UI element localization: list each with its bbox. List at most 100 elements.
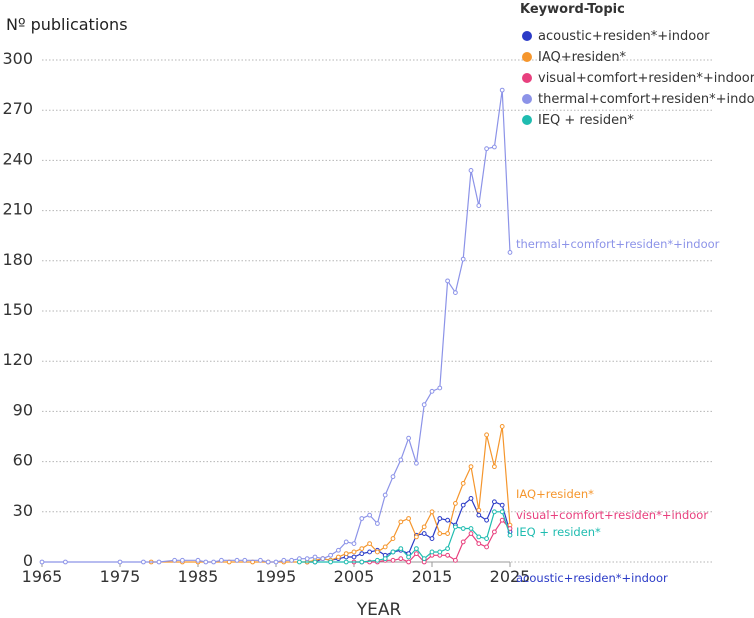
y-tick-label: 60 bbox=[13, 451, 33, 470]
data-point bbox=[359, 559, 365, 565]
data-point bbox=[406, 554, 412, 560]
data-point bbox=[460, 502, 466, 508]
series-line bbox=[42, 89, 511, 563]
x-axis-label: YEAR bbox=[356, 600, 402, 618]
data-point bbox=[375, 521, 380, 526]
series-end-label: visual+comfort+residen*+indoor bbox=[516, 508, 708, 522]
legend-entry-label: thermal+comfort+residen*+indoor bbox=[538, 92, 754, 107]
series-group bbox=[304, 496, 513, 565]
data-point bbox=[359, 551, 365, 557]
y-axis-label: Nº publications bbox=[6, 15, 128, 34]
data-point bbox=[359, 516, 365, 521]
data-point bbox=[445, 517, 451, 523]
data-point bbox=[219, 557, 224, 563]
data-point bbox=[476, 507, 482, 513]
data-point bbox=[507, 250, 513, 255]
series-end-label: IEQ + residen* bbox=[516, 525, 601, 539]
data-point bbox=[437, 549, 443, 555]
data-point bbox=[476, 203, 482, 208]
y-tick-label: 30 bbox=[13, 501, 33, 520]
data-point bbox=[304, 556, 310, 562]
end-labels: acoustic+residen*+indoor IAQ+residen* visu… bbox=[516, 237, 720, 585]
data-point bbox=[406, 435, 412, 441]
data-point bbox=[421, 402, 427, 408]
data-point bbox=[476, 534, 482, 540]
data-point bbox=[382, 544, 388, 550]
data-point bbox=[453, 501, 458, 506]
data-point bbox=[156, 559, 162, 565]
data-point bbox=[429, 388, 435, 394]
data-point bbox=[351, 554, 357, 560]
data-point bbox=[429, 509, 435, 515]
y-tick-label: 0 bbox=[23, 551, 33, 570]
y-tick-label: 300 bbox=[2, 49, 33, 68]
series-group bbox=[39, 87, 513, 565]
legend-entry-label: IEQ + residen* bbox=[538, 113, 634, 128]
data-point bbox=[429, 549, 435, 555]
legend-entry-label: IAQ+residen* bbox=[538, 50, 627, 65]
data-point bbox=[375, 557, 380, 563]
y-tick-label: 210 bbox=[2, 200, 33, 219]
data-point bbox=[398, 519, 404, 525]
data-point bbox=[437, 516, 443, 521]
data-point bbox=[375, 549, 380, 555]
data-point bbox=[437, 385, 443, 391]
x-tick-label: 1985 bbox=[178, 567, 219, 586]
y-tick-label: 90 bbox=[13, 400, 33, 419]
series-layer bbox=[39, 87, 513, 565]
legend-swatch bbox=[522, 94, 532, 104]
data-point bbox=[39, 559, 45, 565]
data-point bbox=[476, 541, 482, 546]
y-tick-label: 240 bbox=[2, 149, 33, 168]
data-point bbox=[421, 524, 427, 530]
data-point bbox=[398, 546, 404, 552]
x-tick-label: 2015 bbox=[412, 567, 453, 586]
data-point bbox=[312, 559, 318, 565]
data-point bbox=[351, 549, 357, 555]
data-point bbox=[367, 549, 373, 555]
series-end-label: IAQ+residen* bbox=[516, 487, 594, 501]
data-point bbox=[468, 496, 474, 501]
gridlines bbox=[42, 59, 712, 563]
data-point bbox=[398, 556, 404, 562]
x-axis-ticks: 1965 1975 1985 1995 2005 2015 2025 bbox=[22, 561, 530, 586]
y-tick-label: 270 bbox=[2, 99, 33, 118]
data-point bbox=[445, 531, 451, 536]
y-axis-ticks: 0 30 60 90 120 150 180 210 240 270 300 bbox=[2, 49, 33, 570]
data-point bbox=[468, 464, 474, 470]
data-point bbox=[343, 551, 349, 557]
data-point bbox=[211, 559, 217, 565]
legend-title: Keyword-Topic bbox=[520, 2, 625, 17]
data-point bbox=[484, 517, 490, 523]
data-point bbox=[390, 474, 396, 480]
data-point bbox=[382, 556, 388, 562]
data-point bbox=[390, 536, 396, 541]
data-point bbox=[499, 509, 505, 515]
data-point bbox=[180, 557, 185, 563]
data-point bbox=[367, 541, 373, 546]
data-point bbox=[328, 552, 334, 558]
legend: Keyword-Topic acoustic+residen*+indoor IA… bbox=[520, 2, 754, 128]
data-point bbox=[336, 547, 341, 553]
y-tick-label: 120 bbox=[2, 350, 33, 369]
legend-swatch bbox=[522, 73, 532, 83]
data-point bbox=[453, 557, 458, 563]
data-point bbox=[289, 557, 295, 563]
data-point bbox=[242, 557, 248, 563]
data-point bbox=[258, 557, 263, 563]
data-point bbox=[460, 480, 466, 486]
x-tick-label: 1975 bbox=[100, 567, 141, 586]
data-point bbox=[484, 432, 490, 438]
series-line bbox=[151, 425, 511, 563]
data-point bbox=[468, 531, 474, 536]
data-point bbox=[390, 549, 396, 555]
data-point bbox=[499, 424, 505, 429]
data-point bbox=[492, 509, 497, 515]
data-point bbox=[453, 524, 458, 530]
x-tick-label: 1965 bbox=[22, 567, 63, 586]
data-point bbox=[195, 557, 201, 563]
data-point bbox=[460, 256, 466, 262]
legend-swatch bbox=[522, 115, 532, 125]
data-point bbox=[367, 512, 373, 518]
data-point bbox=[492, 144, 497, 150]
